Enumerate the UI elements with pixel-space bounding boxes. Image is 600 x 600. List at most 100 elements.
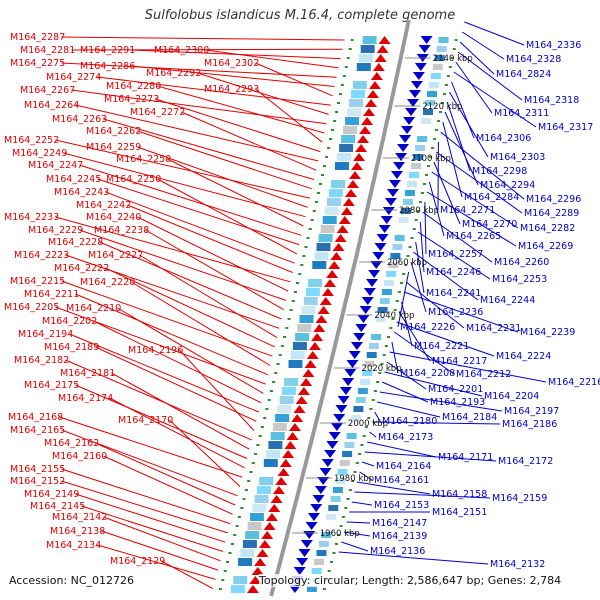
reverse-gene-arrow — [401, 126, 414, 134]
gene-tile — [428, 82, 439, 88]
forward-gene-arrow — [326, 270, 339, 278]
gc-mark — [330, 561, 334, 563]
gc-mark — [334, 543, 338, 545]
reverse-gene-arrow — [314, 486, 327, 494]
reverse-gene-leader — [398, 311, 431, 362]
reverse-gene-arrow — [368, 270, 381, 278]
reverse-gene-leader — [428, 181, 445, 237]
gc-mark — [331, 129, 335, 131]
gc-mark — [339, 525, 343, 527]
reverse-gene-arrow — [293, 567, 306, 575]
forward-gene-leader — [75, 104, 319, 162]
gc-mark — [302, 255, 306, 257]
gene-tile — [316, 243, 331, 251]
forward-gene-arrow — [293, 405, 306, 413]
gene-tile — [249, 513, 264, 521]
reverse-gene-leader — [419, 221, 425, 273]
forward-gene-leader — [137, 146, 308, 208]
gene-tile — [355, 397, 366, 403]
gc-mark — [389, 327, 393, 329]
reverse-gene-arrow — [324, 450, 337, 458]
gene-tile — [386, 271, 397, 277]
forward-gene-arrow — [279, 459, 292, 467]
gene-tile — [261, 468, 276, 476]
reverse-gene-label: M164_2260 — [494, 257, 549, 268]
gc-mark — [312, 210, 316, 212]
forward-gene-arrow — [306, 351, 319, 359]
reverse-gene-label: M164_2186 — [502, 419, 557, 430]
gc-mark — [251, 462, 255, 464]
forward-gene-arrow — [311, 333, 324, 341]
gene-tile — [306, 586, 317, 592]
forward-gene-label: M164_2275 — [10, 58, 65, 69]
forward-gene-arrow — [328, 261, 341, 269]
forward-gene-arrow — [246, 585, 259, 593]
forward-gene-arrow — [275, 477, 288, 485]
forward-gene-arrow — [321, 288, 334, 296]
gene-tile — [297, 324, 312, 332]
reverse-gene-arrow — [348, 351, 361, 359]
gene-tile — [268, 441, 283, 449]
gc-mark — [344, 507, 348, 509]
gene-tile — [320, 225, 335, 233]
forward-gene-arrow — [365, 99, 378, 107]
forward-gene-label: M164_2286 — [80, 61, 135, 72]
reverse-gene-label: M164_2193 — [430, 397, 485, 408]
reverse-gene-leader — [343, 531, 371, 537]
reverse-gene-leader — [442, 121, 463, 198]
gene-tile — [335, 478, 346, 484]
forward-gene-label: M164_2302 — [204, 58, 259, 69]
gc-mark — [263, 417, 267, 419]
reverse-gene-arrow — [328, 432, 341, 440]
gene-tile — [436, 46, 447, 52]
reverse-gene-leader — [422, 211, 493, 263]
gc-mark — [244, 489, 248, 491]
forward-gene-leader — [103, 455, 233, 515]
forward-gene-label: M164_2272 — [130, 107, 185, 118]
forward-gene-arrow — [359, 126, 372, 134]
forward-gene-label: M164_2134 — [46, 540, 101, 551]
reverse-gene-label: M164_2271 — [440, 205, 495, 216]
gc-mark — [278, 354, 282, 356]
gene-tile — [373, 325, 384, 331]
gene-tile — [413, 154, 424, 160]
forward-gene-label: M164_2227 — [88, 250, 143, 261]
reverse-gene-leader — [448, 91, 489, 158]
forward-gene-label: M164_2263 — [52, 114, 107, 125]
forward-gene-arrow — [374, 54, 387, 62]
reverse-gene-label: M164_2153 — [374, 500, 429, 511]
gc-mark — [367, 417, 371, 419]
reverse-gene-arrow — [321, 459, 334, 467]
reverse-gene-label: M164_2217 — [432, 356, 487, 367]
reverse-gene-label: M164_2296 — [526, 194, 581, 205]
genome-backbone — [269, 19, 411, 597]
reverse-gene-arrow — [378, 225, 391, 233]
reverse-gene-arrow — [296, 558, 309, 566]
gc-mark — [287, 318, 291, 320]
gene-tile — [240, 549, 255, 557]
reverse-gene-label: M164_2306 — [476, 133, 531, 144]
gene-tile — [328, 189, 343, 197]
forward-gene-label: M164_2287 — [10, 32, 65, 43]
gc-mark — [364, 426, 368, 428]
gene-tile — [411, 163, 421, 169]
reverse-gene-arrow — [372, 252, 385, 260]
gene-tile — [419, 127, 430, 133]
reverse-gene-arrow — [361, 297, 374, 305]
reverse-gene-arrow — [339, 387, 352, 395]
reverse-gene-label: M164_2253 — [492, 274, 547, 285]
gc-mark — [221, 579, 225, 581]
reverse-gene-label: M164_2270 — [462, 219, 517, 230]
gc-mark — [327, 570, 331, 572]
gc-mark — [378, 372, 382, 374]
reverse-gene-arrow — [393, 162, 406, 170]
reverse-gene-label: M164_2204 — [484, 391, 539, 402]
gc-mark — [332, 552, 336, 554]
gene-tile — [404, 190, 415, 196]
forward-gene-label: M164_2181 — [60, 368, 115, 379]
gene-tile — [256, 486, 271, 494]
gene-tile — [341, 135, 356, 143]
reverse-gene-leader — [356, 481, 431, 495]
gene-tile — [381, 289, 392, 295]
reverse-gene-leader — [413, 251, 479, 301]
